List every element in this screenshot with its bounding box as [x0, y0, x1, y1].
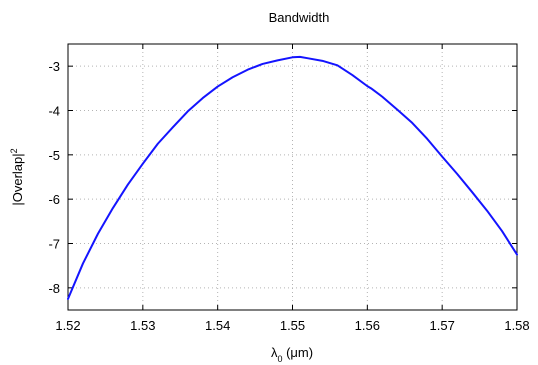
x-axis-label: λ0 (μm) — [271, 345, 313, 364]
y-axis-label-superscript: 2 — [9, 148, 19, 153]
y-tick-label: -7 — [48, 237, 60, 252]
y-axis-label-main: |Overlap| — [10, 153, 25, 205]
x-axis-label-unit: (μm) — [282, 345, 313, 360]
axis-ticks: 1.52 1.53 1.54 1.55 1.56 1.57 1.58 -3 -4 -5 -6 -7 -8 — [48, 44, 530, 333]
y-tick-label: -8 — [48, 281, 60, 296]
y-tick-label: -6 — [48, 192, 60, 207]
series-line — [67, 55, 518, 300]
x-tick-label: 1.52 — [55, 318, 80, 333]
x-tick-label: 1.55 — [280, 318, 305, 333]
chart-title: Bandwidth — [269, 10, 330, 25]
x-axis-label-symbol: λ — [271, 345, 278, 360]
grid — [68, 44, 517, 310]
x-tick-label: 1.53 — [130, 318, 155, 333]
x-tick-label: 1.58 — [504, 318, 529, 333]
series-layer — [67, 55, 518, 300]
y-tick-label: -4 — [48, 104, 60, 119]
y-tick-label: -3 — [48, 59, 60, 74]
x-tick-label: 1.56 — [355, 318, 380, 333]
y-axis-label: |Overlap|2 — [9, 148, 25, 205]
y-tick-label: -5 — [48, 148, 60, 163]
x-tick-label: 1.54 — [205, 318, 230, 333]
x-tick-label: 1.57 — [430, 318, 455, 333]
x-axis-label-subscript: 0 — [277, 354, 282, 364]
